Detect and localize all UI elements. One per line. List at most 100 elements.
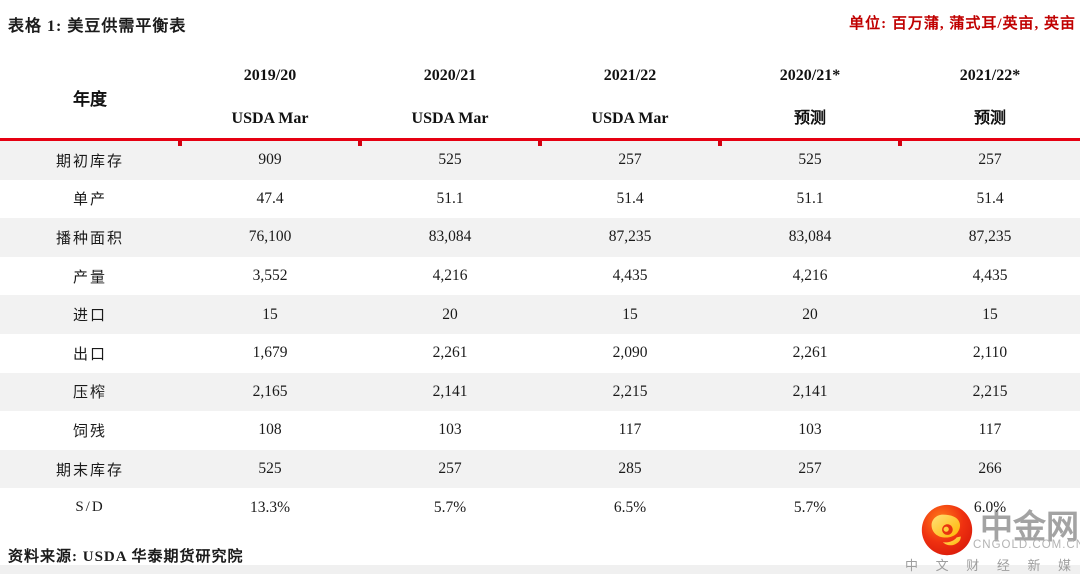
value-cell: 2,215: [612, 382, 648, 400]
cngold-cloud-icon: [921, 504, 973, 556]
value-cell: 51.1: [436, 189, 464, 207]
value-cell: 5.7%: [793, 498, 827, 516]
value-cell: 2,261: [432, 344, 468, 362]
row-label: 饲残: [72, 423, 107, 440]
column-source-label: USDA Mar: [591, 110, 669, 127]
row-label: 出口: [72, 346, 107, 363]
row-label: S/D: [75, 499, 105, 516]
table-row-S/D: S/D 13.3% 5.7% 6.5% 5.7% 6.0%: [0, 488, 1080, 527]
value-cell: 83,084: [788, 228, 832, 246]
column-header-2020/21: 2020/21 USDA Mar: [360, 55, 540, 138]
column-divider-tick: [718, 141, 722, 146]
column-header-2020/21*: 2020/21* 预测: [720, 55, 900, 138]
value-cell: 2,090: [612, 344, 648, 362]
column-divider-tick: [538, 141, 542, 146]
value-cell: 20: [442, 305, 458, 323]
value-cell: 76,100: [248, 228, 292, 246]
value-cell: 2,141: [792, 382, 828, 400]
value-cell: 5.7%: [433, 498, 467, 516]
table-row-产量: 产量 3,552 4,216 4,435 4,216 4,435: [0, 257, 1080, 296]
value-cell: 525: [798, 151, 822, 169]
value-cell: 4,435: [972, 267, 1008, 285]
value-cell: 257: [438, 460, 462, 478]
column-source-label: 预测: [973, 110, 1006, 127]
column-header-2021/22*: 2021/22* 预测: [900, 55, 1080, 138]
row-label: 期末库存: [55, 462, 124, 479]
unit-note: 单位: 百万蒲, 蒲式耳/英亩, 英亩: [849, 16, 1076, 32]
value-cell: 3,552: [252, 267, 288, 285]
value-cell: 6.5%: [613, 498, 647, 516]
table-header-row: 年度 2019/20 USDA Mar 2020/21 USDA Mar 2021/22 U…: [0, 55, 1080, 138]
table-body: 期初库存 909 525 257 525 257 单产 47.4 51.1 51.4 51.1 51.…: [0, 141, 1080, 527]
value-cell: 4,216: [792, 267, 828, 285]
row-label: 播种面积: [55, 230, 124, 247]
value-cell: 103: [438, 421, 462, 439]
value-cell: 15: [622, 305, 638, 323]
value-cell: 47.4: [256, 189, 284, 207]
value-cell: 4,435: [612, 267, 648, 285]
value-cell: 51.4: [616, 189, 644, 207]
value-cell: 15: [262, 305, 278, 323]
value-cell: 2,215: [972, 382, 1008, 400]
row-label: 期初库存: [55, 153, 124, 170]
value-cell: 2,110: [972, 344, 1008, 362]
table-caption-bar: 表格 1: 美豆供需平衡表 单位: 百万蒲, 蒲式耳/英亩, 英亩: [0, 0, 1080, 40]
value-cell: 525: [258, 460, 282, 478]
table-row-饲残: 饲残 108 103 117 103 117: [0, 411, 1080, 450]
value-cell: 87,235: [968, 228, 1012, 246]
cngold-domain-text: CNGOLD.COM.CN: [973, 539, 1080, 551]
value-cell: 257: [798, 460, 822, 478]
value-cell: 117: [978, 421, 1002, 439]
table-row-期初库存: 期初库存 909 525 257 525 257: [0, 141, 1080, 180]
value-cell: 909: [258, 151, 282, 169]
column-divider-tick: [898, 141, 902, 146]
table-row-压榨: 压榨 2,165 2,141 2,215 2,141 2,215: [0, 372, 1080, 412]
value-cell: 87,235: [608, 228, 652, 246]
column-year-label: 2021/22: [603, 67, 657, 84]
row-label: 进口: [72, 308, 107, 325]
column-year-label: 2020/21*: [779, 67, 841, 84]
row-label: 产量: [72, 269, 107, 286]
cngold-brand-text: 中金网: [980, 508, 1079, 545]
value-cell: 257: [618, 151, 642, 169]
value-cell: 83,084: [428, 228, 472, 246]
cngold-tagline-text: 中 文 财 经 新 媒 体: [905, 558, 1080, 573]
value-cell: 51.4: [976, 189, 1004, 207]
value-cell: 108: [258, 421, 282, 439]
value-cell: 285: [618, 460, 642, 478]
table-row-期末库存: 期末库存 525 257 285 257 266: [0, 449, 1080, 489]
value-cell: 4,216: [432, 267, 468, 285]
table-row-播种面积: 播种面积 76,100 83,084 87,235 83,084 87,235: [0, 218, 1080, 257]
table-row-单产: 单产 47.4 51.1 51.4 51.1 51.4: [0, 180, 1080, 219]
value-cell: 13.3%: [249, 498, 291, 516]
value-cell: 266: [978, 460, 1002, 478]
value-cell: 2,165: [252, 382, 288, 400]
table-title: 表格 1: 美豆供需平衡表: [8, 18, 187, 35]
page-footer-strip: [0, 565, 1080, 574]
column-header-2021/22: 2021/22 USDA Mar: [540, 55, 720, 138]
column-source-label: USDA Mar: [231, 110, 309, 127]
value-cell: 20: [802, 305, 818, 323]
supply-demand-table: 年度 2019/20 USDA Mar 2020/21 USDA Mar 2021/22 U…: [0, 55, 1080, 527]
value-cell: 103: [798, 421, 822, 439]
value-cell: 117: [618, 421, 642, 439]
table-row-进口: 进口 15 20 15 20 15: [0, 295, 1080, 334]
row-label: 单产: [72, 192, 107, 209]
column-header-2019/20: 2019/20 USDA Mar: [180, 55, 360, 138]
value-cell: 2,261: [792, 344, 828, 362]
header-divider-rule: [0, 138, 1080, 146]
value-cell: 6.0%: [973, 498, 1007, 516]
cngold-watermark: 中金网 CNGOLD.COM.CN 中 文 财 经 新 媒 体: [900, 496, 1080, 574]
value-cell: 2,141: [432, 382, 468, 400]
column-divider-tick: [178, 141, 182, 146]
source-note: 资料来源: USDA 华泰期货研究院: [8, 549, 244, 565]
year-corner-label: 年度: [73, 90, 107, 109]
value-cell: 15: [982, 305, 998, 323]
column-year-label: 2020/21: [423, 67, 477, 84]
column-source-label: 预测: [793, 110, 826, 127]
column-year-label: 2019/20: [243, 67, 297, 84]
column-divider-tick: [358, 141, 362, 146]
column-year-label: 2021/22*: [959, 67, 1021, 84]
value-cell: 1,679: [252, 344, 288, 362]
table-row-出口: 出口 1,679 2,261 2,090 2,261 2,110: [0, 334, 1080, 373]
